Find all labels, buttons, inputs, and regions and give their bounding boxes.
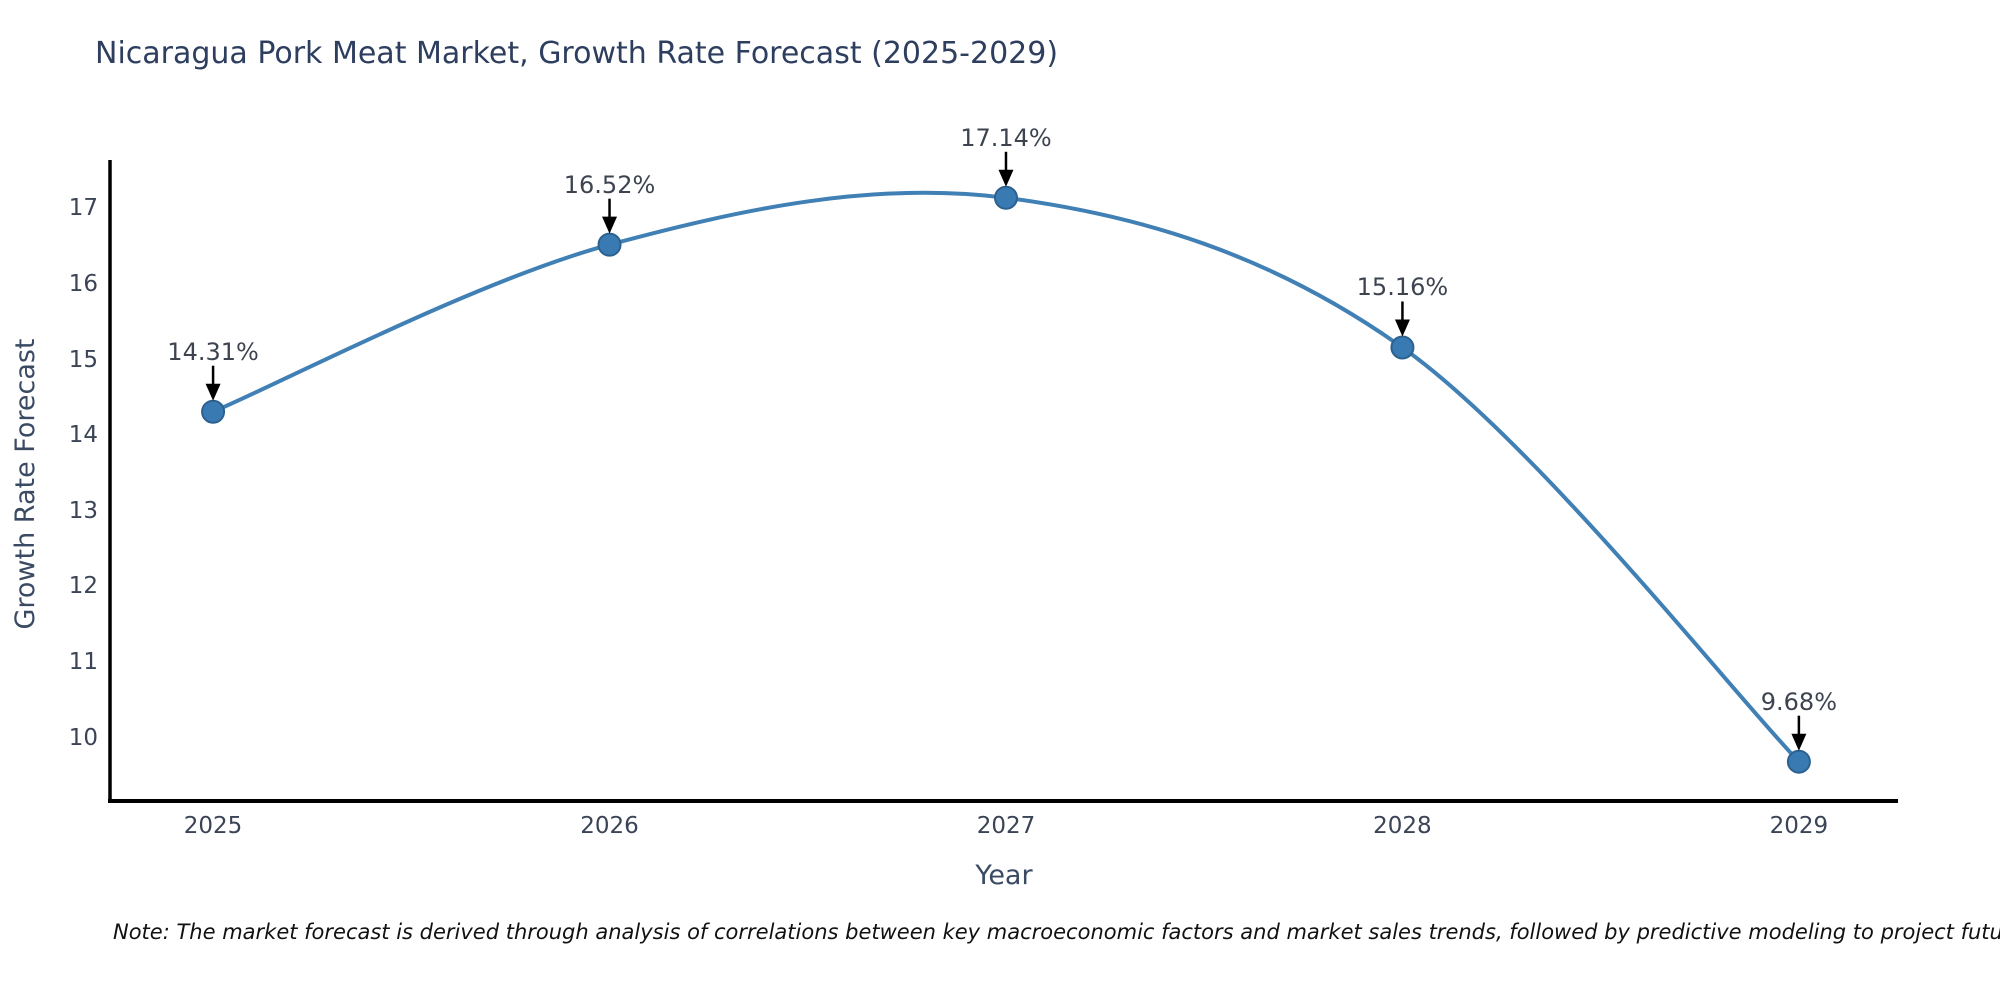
- x-tick-label: 2025: [183, 813, 243, 839]
- annotation-arrow-head: [1394, 319, 1410, 337]
- y-tick-label: 14: [68, 422, 98, 449]
- y-axis-title: Growth Rate Forecast: [10, 338, 41, 630]
- data-point-marker: [1390, 335, 1415, 360]
- annotation-arrow-head: [602, 216, 618, 234]
- x-axis-title: Year: [975, 860, 1033, 891]
- x-tick-label: 2029: [1769, 813, 1829, 839]
- y-tick-label: 13: [68, 497, 98, 524]
- y-tick-label: 12: [68, 573, 98, 600]
- point-value-label: 9.68%: [1760, 687, 1837, 716]
- data-point-marker: [993, 185, 1018, 210]
- chart-title: Nicaragua Pork Meat Market, Growth Rate …: [95, 36, 1059, 71]
- point-value-label: 17.14%: [960, 123, 1052, 152]
- point-value-label: 16.52%: [563, 170, 656, 199]
- data-point-marker: [597, 232, 622, 257]
- annotation-arrow-head: [205, 383, 221, 401]
- data-point-marker: [201, 399, 226, 424]
- footnote: Note: The market forecast is derived thr…: [113, 920, 2000, 944]
- x-tick-label: 2026: [580, 813, 639, 839]
- forecast-line: [212, 190, 1801, 764]
- y-tick-label: 11: [68, 648, 98, 675]
- y-tick-label: 10: [68, 724, 98, 751]
- point-value-label: 15.16%: [1356, 273, 1449, 302]
- x-tick-label: 2027: [976, 813, 1036, 839]
- data-point-marker: [1786, 749, 1811, 774]
- annotation-arrow-head: [1791, 733, 1807, 751]
- y-tick-label: 17: [68, 195, 98, 222]
- point-value-label: 14.31%: [167, 337, 259, 366]
- y-tick-label: 16: [68, 270, 98, 297]
- annotation-arrow-head: [998, 169, 1014, 187]
- y-tick-label: 15: [68, 346, 98, 373]
- x-tick-label: 2028: [1373, 813, 1432, 839]
